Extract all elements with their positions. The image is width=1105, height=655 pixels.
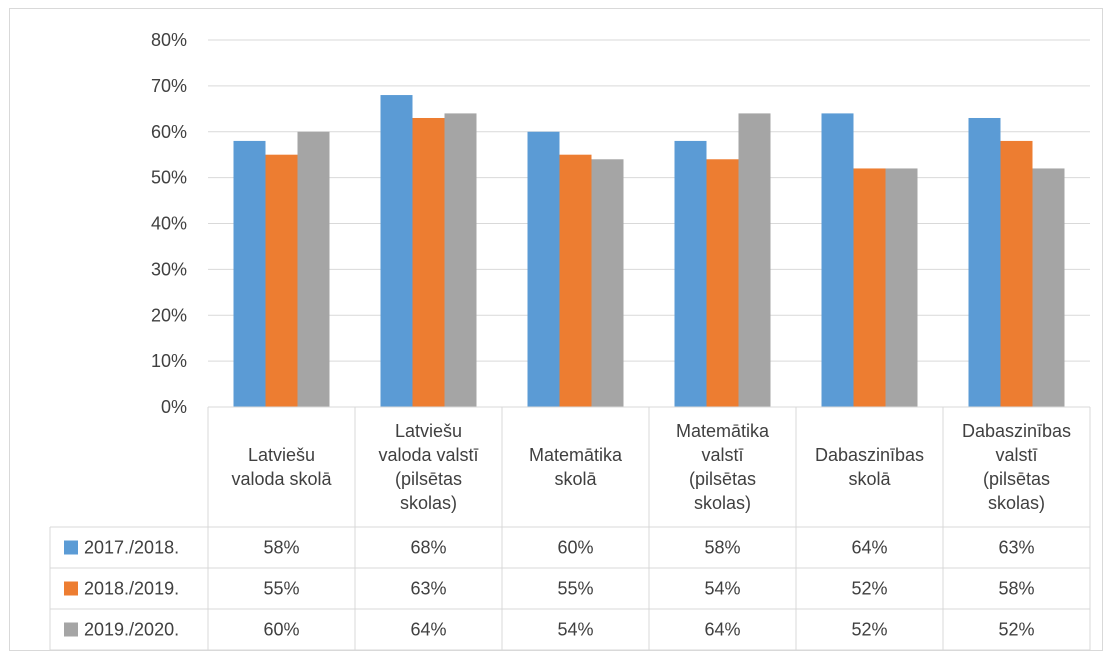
table-value: 64% (410, 620, 446, 640)
table-value: 55% (557, 579, 593, 599)
x-category-label: skolas) (400, 493, 457, 513)
x-category-label: skolā (848, 469, 891, 489)
x-category-label: skolā (554, 469, 597, 489)
y-tick-label: 50% (151, 168, 187, 188)
y-tick-label: 70% (151, 76, 187, 96)
y-tick-label: 60% (151, 122, 187, 142)
x-category-label: Latviešu (248, 445, 315, 465)
table-value: 63% (410, 579, 446, 599)
bar (1000, 140, 1033, 408)
bar (297, 131, 330, 407)
bar (674, 140, 707, 408)
bar (738, 113, 771, 408)
bar (853, 168, 886, 407)
legend-key (64, 581, 78, 596)
y-tick-label: 30% (151, 259, 187, 279)
bar (559, 154, 592, 407)
x-category-label: valstī (995, 445, 1037, 465)
x-category-label: Dabaszinības (815, 445, 924, 465)
table-value: 64% (704, 620, 740, 640)
y-tick-label: 80% (151, 30, 187, 50)
bar (968, 117, 1001, 408)
legend-label: 2017./2018. (84, 538, 179, 558)
table-value: 52% (851, 579, 887, 599)
bar (527, 131, 560, 407)
table-value: 63% (998, 538, 1034, 558)
table-value: 52% (998, 620, 1034, 640)
x-category-label: (pilsētas (689, 469, 756, 489)
table-value: 60% (557, 538, 593, 558)
bar (706, 159, 739, 407)
table-value: 54% (557, 620, 593, 640)
bar (380, 95, 413, 408)
y-tick-label: 40% (151, 214, 187, 234)
table-value: 60% (263, 620, 299, 640)
bar (265, 154, 298, 407)
bar (885, 168, 918, 407)
legend-key (64, 540, 78, 555)
y-tick-label: 10% (151, 351, 187, 371)
x-category-label: Dabaszinības (962, 421, 1071, 441)
x-category-label: skolas) (694, 493, 751, 513)
x-category-label: (pilsētas (983, 469, 1050, 489)
y-tick-label: 0% (161, 397, 187, 417)
table-value: 54% (704, 579, 740, 599)
bar (444, 113, 477, 408)
x-category-label: valstī (701, 445, 743, 465)
x-category-label: Latviešu (395, 421, 462, 441)
table-value: 64% (851, 538, 887, 558)
x-category-label: Matemātika (529, 445, 623, 465)
bar (591, 159, 624, 407)
table-value: 58% (704, 538, 740, 558)
x-category-label: skolas) (988, 493, 1045, 513)
x-category-label: (pilsētas (395, 469, 462, 489)
x-category-label: Matemātika (676, 421, 770, 441)
table-value: 58% (263, 538, 299, 558)
table-value: 55% (263, 579, 299, 599)
y-tick-label: 20% (151, 305, 187, 325)
legend-key (64, 622, 78, 637)
bar (412, 117, 445, 408)
bar (821, 113, 854, 408)
table-value: 52% (851, 620, 887, 640)
legend-label: 2019./2020. (84, 620, 179, 640)
x-category-label: valoda skolā (231, 469, 332, 489)
bar (1032, 168, 1065, 407)
table-value: 58% (998, 579, 1034, 599)
table-value: 68% (410, 538, 446, 558)
x-category-label: valoda valstī (378, 445, 478, 465)
legend-label: 2018./2019. (84, 579, 179, 599)
bar (233, 140, 266, 408)
